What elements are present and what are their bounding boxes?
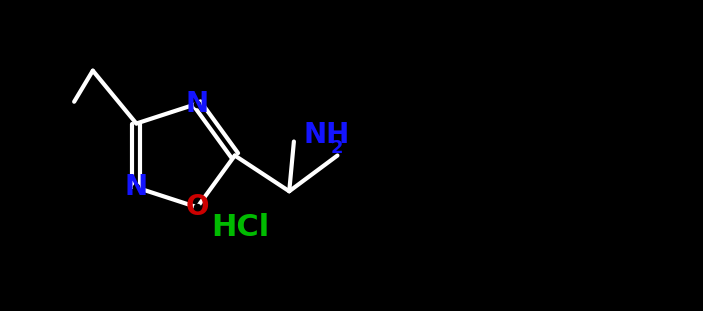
Text: N: N	[186, 90, 209, 118]
Text: NH: NH	[303, 121, 349, 149]
Text: N: N	[125, 174, 148, 202]
Text: O: O	[186, 193, 209, 221]
Text: 2: 2	[330, 139, 343, 157]
Text: HCl: HCl	[212, 212, 270, 242]
